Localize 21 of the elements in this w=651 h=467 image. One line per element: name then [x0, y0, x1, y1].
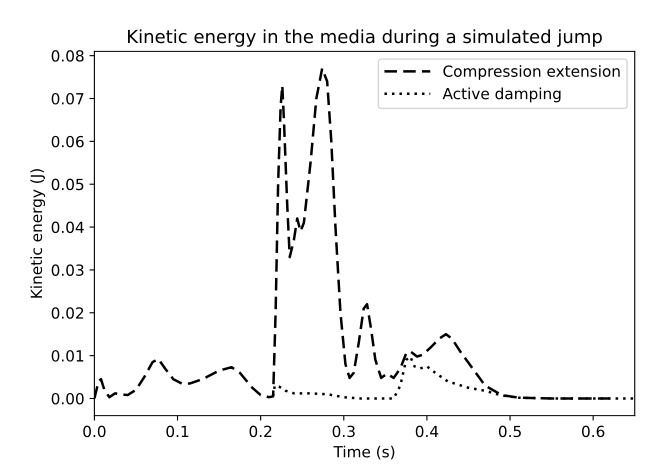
x-tick-label: 0.4 [416, 426, 438, 438]
x-tick-label: 0.0 [83, 426, 106, 438]
x-axis-title: Time (s) [333, 446, 394, 460]
y-tick-label: 0.01 [52, 350, 84, 362]
x-tick-label: 0.6 [582, 426, 604, 438]
x-tick-label: 0.2 [250, 426, 272, 438]
chart-title: Kinetic energy in the media during a simulated jump [128, 29, 602, 47]
y-tick-label: 0.08 [52, 50, 84, 62]
y-tick-label: 0.05 [52, 178, 84, 190]
y-tick-label: 0.02 [52, 307, 84, 319]
y-tick-label: 0.06 [52, 136, 84, 148]
y-tick-label: 0.07 [52, 92, 84, 105]
legend-label: Compression extension [443, 65, 620, 80]
x-tick-label: 0.5 [498, 426, 521, 438]
y-tick-label: 0.00 [52, 392, 84, 405]
y-tick-label: 0.03 [52, 264, 84, 276]
legend-label: Active damping [442, 88, 561, 102]
y-tick-label: 0.04 [52, 222, 84, 234]
y-axis-title: Kinetic energy (J) [30, 169, 46, 298]
x-tick-label: 0.3 [332, 426, 355, 438]
x-tick-label: 0.1 [166, 426, 188, 438]
